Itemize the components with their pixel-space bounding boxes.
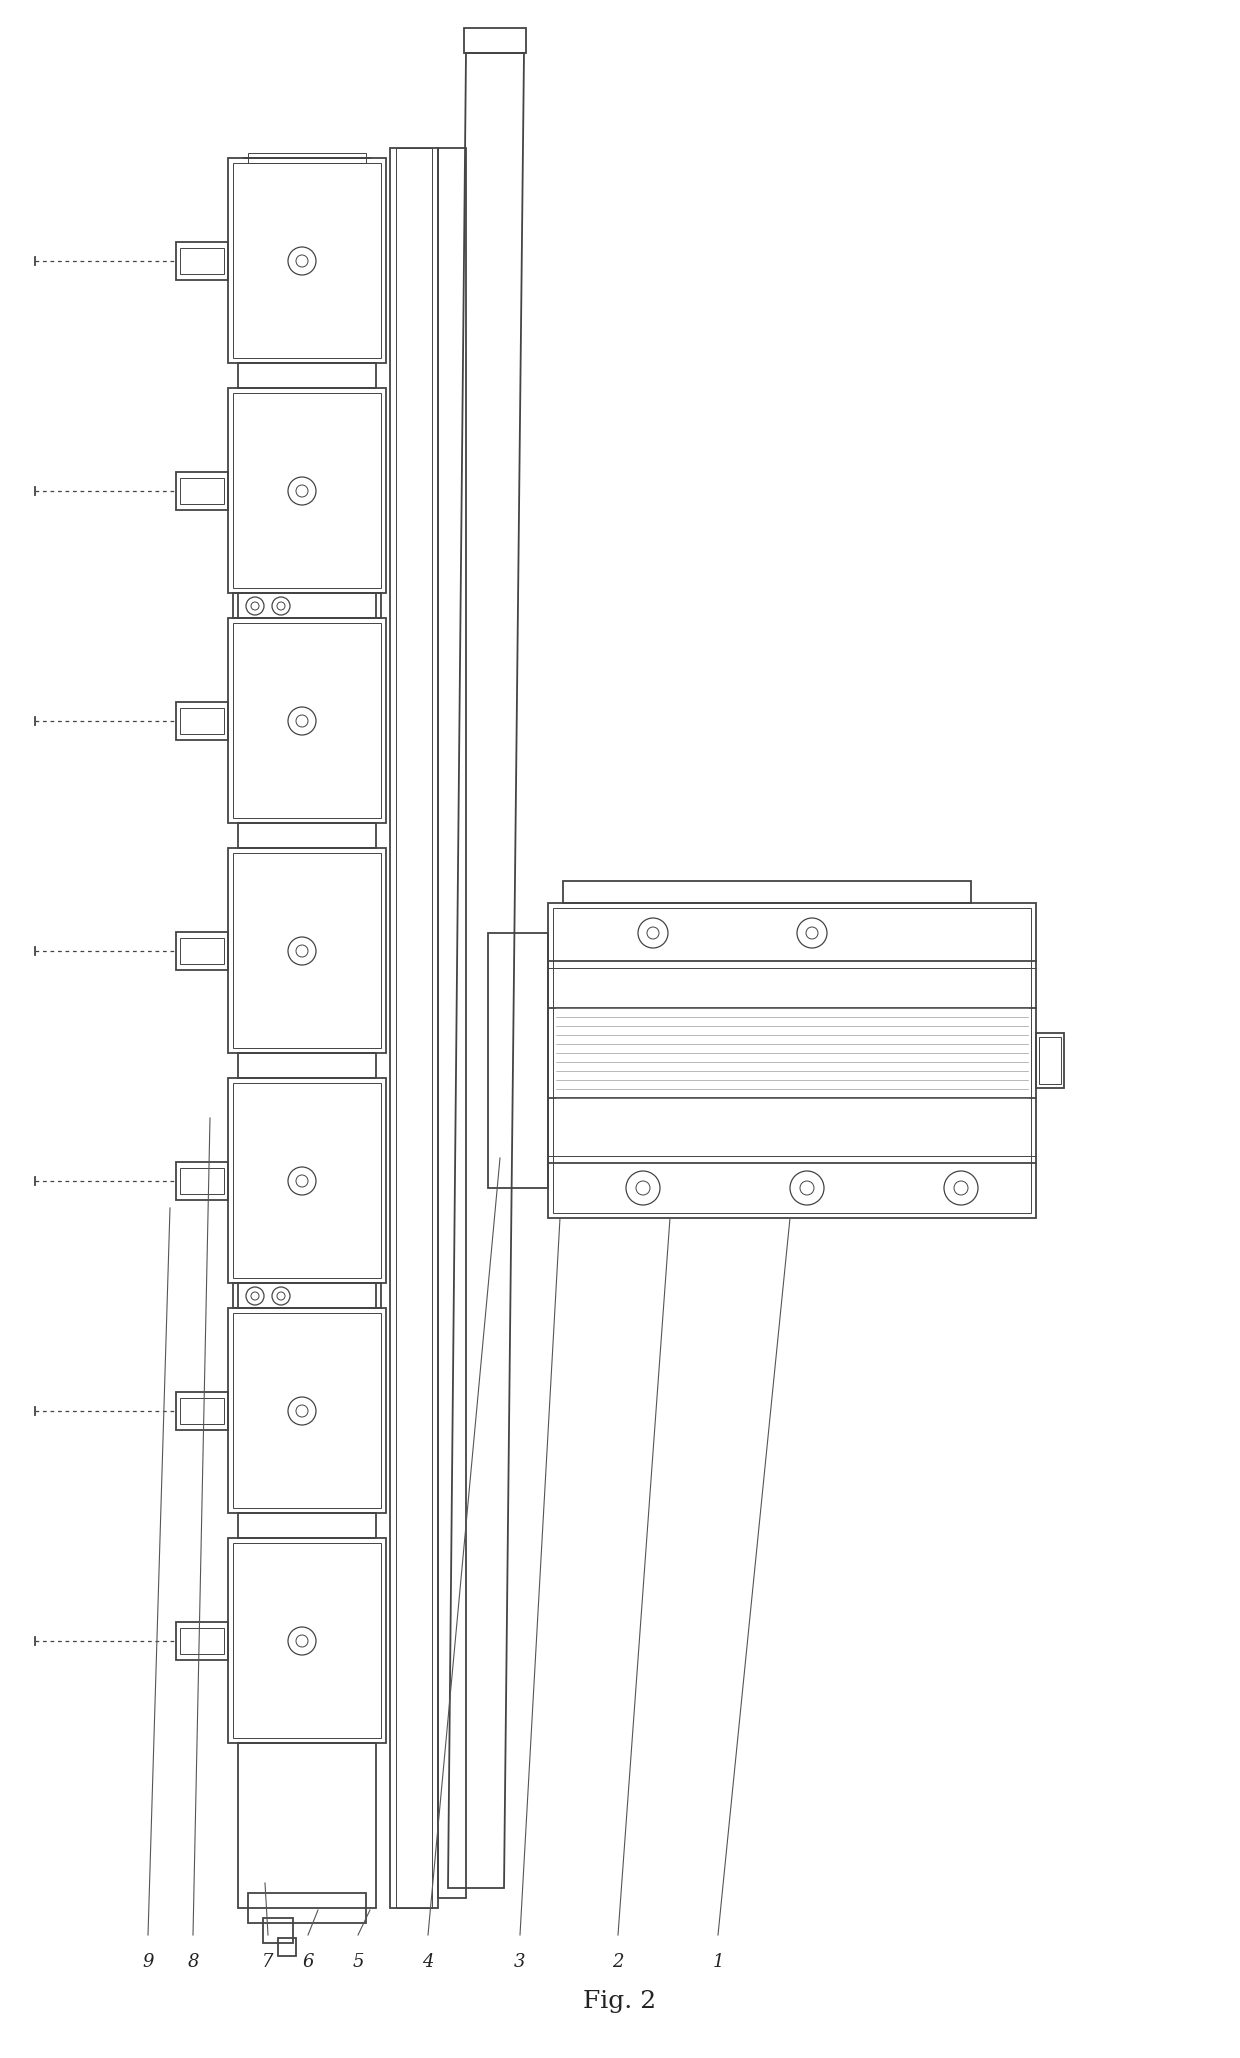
Bar [180, 708, 224, 735]
Bar [180, 1397, 224, 1424]
Bar [548, 903, 1035, 1218]
Text: 1: 1 [712, 1953, 724, 1972]
Bar [228, 389, 386, 593]
Bar [1035, 1033, 1064, 1089]
Bar [248, 1893, 366, 1922]
Bar [228, 1078, 386, 1282]
Text: 3: 3 [515, 1953, 526, 1972]
Bar [180, 477, 224, 504]
Bar [176, 702, 228, 741]
Bar [489, 932, 548, 1187]
Bar [233, 163, 381, 358]
Bar [238, 362, 376, 389]
Text: 5: 5 [352, 1953, 363, 1972]
Bar [176, 1391, 228, 1430]
Bar [238, 1513, 376, 1537]
Bar [176, 471, 228, 510]
Bar [233, 1083, 381, 1278]
Bar [563, 881, 971, 903]
Bar [176, 1622, 228, 1661]
Text: 7: 7 [262, 1953, 274, 1972]
Bar [464, 29, 526, 54]
Bar [233, 1544, 381, 1739]
Text: 8: 8 [187, 1953, 198, 1972]
Bar [180, 1628, 224, 1655]
Bar [238, 1054, 376, 1078]
Text: 2: 2 [613, 1953, 624, 1972]
Text: Fig. 2: Fig. 2 [584, 1990, 656, 2013]
Bar [180, 249, 224, 274]
Bar [238, 1282, 376, 1309]
Bar [263, 1918, 293, 1943]
Bar [278, 1939, 296, 1955]
Bar [238, 1743, 376, 1908]
Bar [176, 243, 228, 280]
Bar [248, 152, 366, 163]
Text: 4: 4 [423, 1953, 434, 1972]
Bar [233, 1282, 381, 1309]
Bar [438, 148, 466, 1897]
Text: 6: 6 [303, 1953, 314, 1972]
Bar [176, 932, 228, 969]
Bar [233, 393, 381, 589]
Bar [228, 158, 386, 362]
Bar [233, 593, 381, 617]
Bar [228, 617, 386, 823]
Text: 9: 9 [143, 1953, 154, 1972]
Bar [1039, 1037, 1061, 1085]
Bar [180, 938, 224, 963]
Bar [233, 852, 381, 1048]
Bar [553, 908, 1030, 1212]
Bar [228, 1537, 386, 1743]
Bar [176, 1163, 228, 1200]
Bar [238, 593, 376, 617]
Bar [233, 1313, 381, 1509]
Bar [233, 624, 381, 817]
Bar [228, 1309, 386, 1513]
Bar [391, 148, 438, 1908]
Bar [180, 1169, 224, 1194]
Bar [396, 148, 432, 1908]
Bar [238, 823, 376, 848]
Bar [228, 848, 386, 1054]
